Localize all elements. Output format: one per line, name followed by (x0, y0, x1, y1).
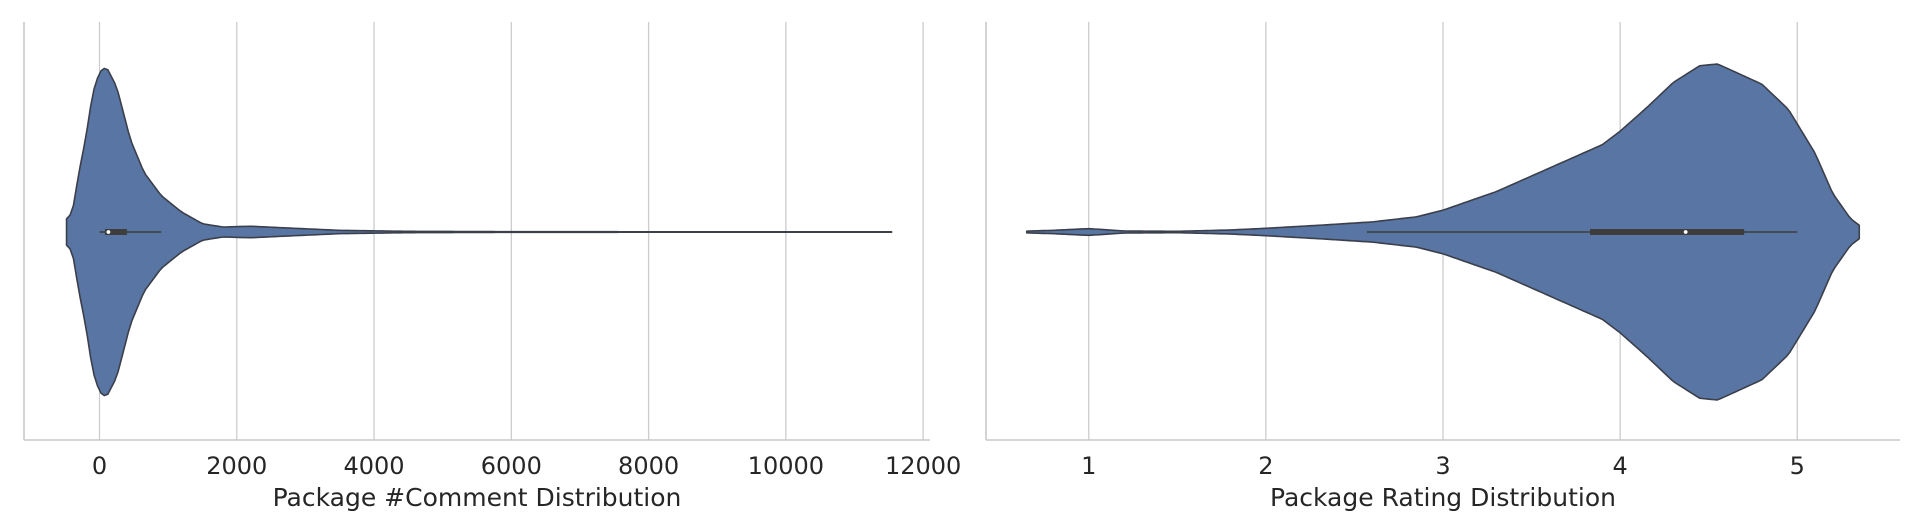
x-tick-label: 4 (1612, 452, 1627, 480)
x-tick-label: 1 (1081, 452, 1096, 480)
comment-violin-panel: 0 2000 4000 6000 8000 10000 12000 Package #Comm… (23, 22, 961, 512)
x-axis-label: Package #Comment Distribution (273, 483, 682, 512)
x-tick-label: 10000 (748, 452, 824, 480)
x-tick-label: 8000 (618, 452, 679, 480)
x-tick-label: 2000 (206, 452, 267, 480)
median-marker (1683, 230, 1688, 234)
median-marker (106, 230, 111, 234)
x-tick-label: 0 (92, 452, 107, 480)
x-tick-label: 5 (1790, 452, 1805, 480)
x-tick-label: 6000 (481, 452, 542, 480)
x-tick-label: 2 (1258, 452, 1273, 480)
violin-body (65, 67, 893, 397)
x-tick-label: 4000 (344, 452, 405, 480)
x-axis-label: Package Rating Distribution (1270, 483, 1616, 512)
rating-violin-panel: 1 2 3 4 5 Package Rating Distribution (985, 22, 1900, 512)
x-tick-label: 12000 (885, 452, 961, 480)
x-tick-label: 3 (1435, 452, 1450, 480)
